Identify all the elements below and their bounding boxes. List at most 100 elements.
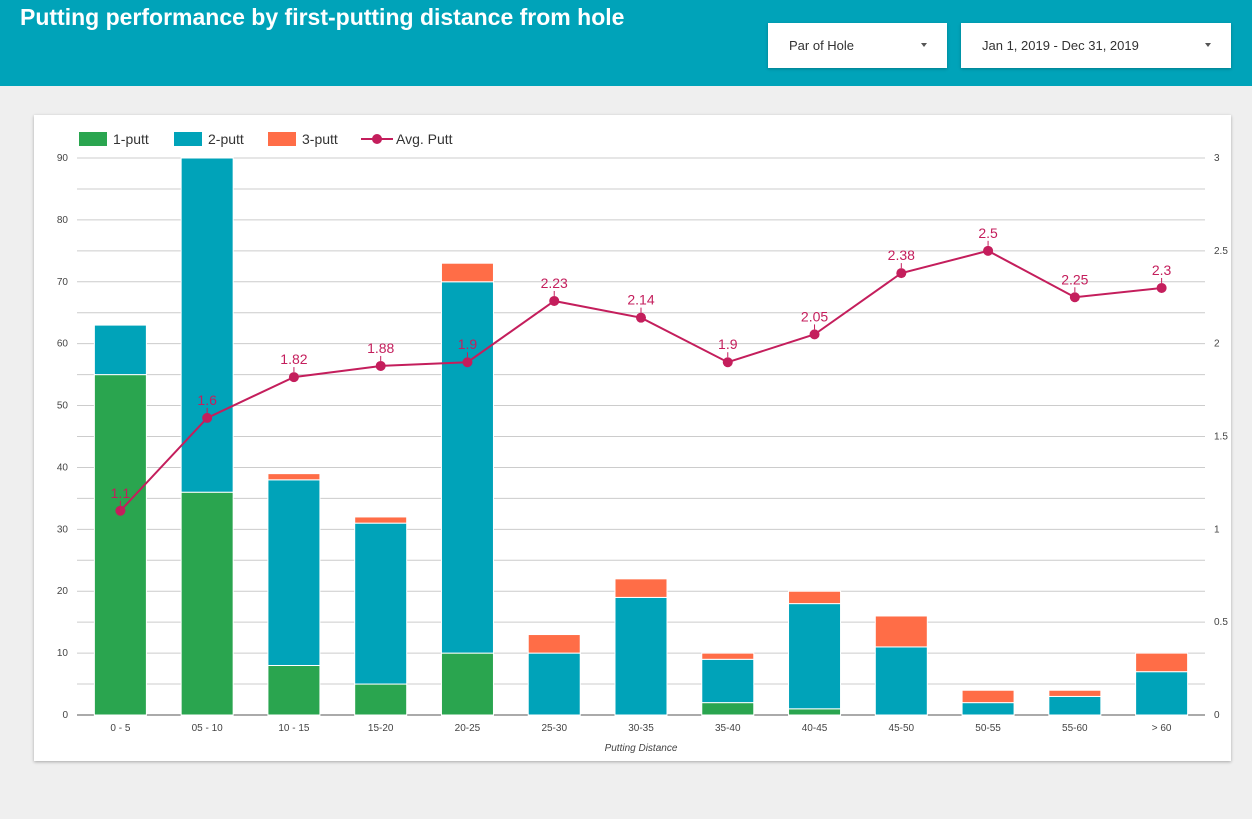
bar-segment [267, 473, 321, 481]
y-left-tick-label: 40 [57, 462, 69, 473]
y-left-tick-label: 20 [57, 586, 69, 597]
bar-segment [527, 634, 581, 654]
legend-marker [372, 134, 382, 144]
legend-item: 2-putt [174, 131, 244, 147]
header-bar: Putting performance by first-putting dis… [0, 0, 1252, 86]
avg-putt-point [462, 357, 473, 368]
y-right-tick-label: 0 [1214, 710, 1220, 721]
x-tick-label: 50-55 [975, 723, 1001, 734]
avg-putt-data-label: 1.88 [367, 340, 394, 356]
bar-segment [788, 590, 842, 605]
x-tick-label: 40-45 [802, 723, 828, 734]
bar-segment [440, 652, 494, 716]
avg-putt-data-label: 2.3 [1152, 262, 1172, 278]
avg-putt-data-label: 2.23 [541, 275, 568, 291]
bar-segment [93, 374, 147, 716]
bar-segment [1135, 671, 1189, 716]
bar-segment [874, 646, 928, 716]
avg-putt-point [809, 329, 820, 340]
x-tick-label: 35-40 [715, 723, 741, 734]
y-left-tick-label: 90 [57, 153, 69, 164]
bar-segment [788, 603, 842, 710]
bar-segment [93, 324, 147, 376]
legend-item: Avg. Putt [361, 131, 453, 147]
y-right-tick-label: 1.5 [1214, 432, 1228, 443]
y-right-tick-label: 3 [1214, 153, 1220, 164]
x-tick-label: 25-30 [541, 723, 567, 734]
y-left-tick-label: 60 [57, 339, 69, 350]
avg-putt-point [722, 357, 733, 368]
legend-label: 1-putt [113, 131, 149, 147]
y-left-tick-label: 30 [57, 524, 69, 535]
x-tick-label: 15-20 [368, 723, 394, 734]
avg-putt-point [549, 295, 560, 306]
bar-segment [788, 708, 842, 716]
x-tick-label: 0 - 5 [110, 723, 130, 734]
avg-putt-data-label: 1.1 [111, 485, 131, 501]
chart-card: 0 10 20 30 40 50 60 70 80 90 0 0.5 1 1.5 2 2.5 3 1.1 1.6… [34, 115, 1231, 761]
bar-segment [1048, 689, 1102, 697]
avg-putt-point [1156, 282, 1167, 293]
bar-segment [354, 683, 408, 716]
putting-chart: 0 10 20 30 40 50 60 70 80 90 0 0.5 1 1.5 2 2.5 3 1.1 1.6… [57, 131, 1228, 754]
x-axis-label: Putting Distance [605, 743, 678, 754]
bar-segment [527, 652, 581, 716]
bar-segment [701, 652, 755, 660]
y-left-tick-label: 50 [57, 401, 69, 412]
avg-putt-data-label: 2.14 [627, 292, 654, 308]
y-right-tick-label: 1 [1214, 524, 1220, 535]
par-of-hole-dropdown[interactable]: Par of Hole [768, 23, 947, 68]
date-range-label: Jan 1, 2019 - Dec 31, 2019 [982, 38, 1139, 53]
x-tick-label: > 60 [1152, 723, 1172, 734]
x-tick-label: 10 - 15 [278, 723, 310, 734]
bar-segment [180, 491, 234, 716]
legend-label: Avg. Putt [396, 131, 453, 147]
bar-segment [614, 596, 668, 716]
legend-item: 3-putt [268, 131, 338, 147]
avg-putt-data-label: 1.82 [280, 351, 307, 367]
bar-segment [440, 262, 494, 283]
avg-putt-point [375, 360, 386, 371]
bar-segment [354, 522, 408, 685]
legend-label: 3-putt [302, 131, 338, 147]
y-right-tick-label: 2 [1214, 339, 1220, 350]
y-left-tick-label: 70 [57, 277, 69, 288]
avg-putt-data-label: 2.05 [801, 308, 828, 324]
bar-segment [701, 702, 755, 716]
legend-swatch [79, 132, 107, 146]
page-title: Putting performance by first-putting dis… [20, 4, 625, 30]
bar-segment [267, 664, 321, 716]
date-range-dropdown[interactable]: Jan 1, 2019 - Dec 31, 2019 [961, 23, 1231, 68]
bar-segment [1135, 652, 1189, 673]
y-left-tick-label: 80 [57, 215, 69, 226]
legend-swatch [174, 132, 202, 146]
bar-segment [1048, 695, 1102, 716]
x-tick-label: 55-60 [1062, 723, 1088, 734]
avg-putt-data-label: 2.38 [888, 247, 915, 263]
x-tick-label: 20-25 [455, 723, 481, 734]
x-tick-label: 05 - 10 [192, 723, 224, 734]
avg-putt-point [1069, 292, 1080, 303]
bar-segment [354, 516, 408, 524]
x-tick-label: 30-35 [628, 723, 654, 734]
bar-segment [180, 157, 234, 493]
legend-swatch [268, 132, 296, 146]
bar-segment [961, 689, 1015, 704]
x-tick-label: 45-50 [889, 723, 915, 734]
legend-label: 2-putt [208, 131, 244, 147]
avg-putt-data-label: 2.25 [1061, 271, 1088, 287]
avg-putt-data-label: 1.9 [458, 336, 478, 352]
avg-putt-point [288, 372, 299, 383]
avg-putt-point [202, 412, 213, 423]
avg-putt-line [119, 249, 1162, 512]
caret-down-icon [1205, 43, 1211, 47]
bar-segment [874, 615, 928, 648]
avg-putt-point [896, 268, 907, 279]
avg-putt-data-label: 2.5 [978, 225, 998, 241]
y-right-tick-label: 2.5 [1214, 246, 1228, 257]
y-right-tick-label: 0.5 [1214, 617, 1228, 628]
bar-segment [267, 479, 321, 666]
y-left-tick-label: 0 [62, 710, 68, 721]
avg-putt-data-label: 1.6 [197, 392, 217, 408]
avg-putt-point [115, 505, 126, 516]
